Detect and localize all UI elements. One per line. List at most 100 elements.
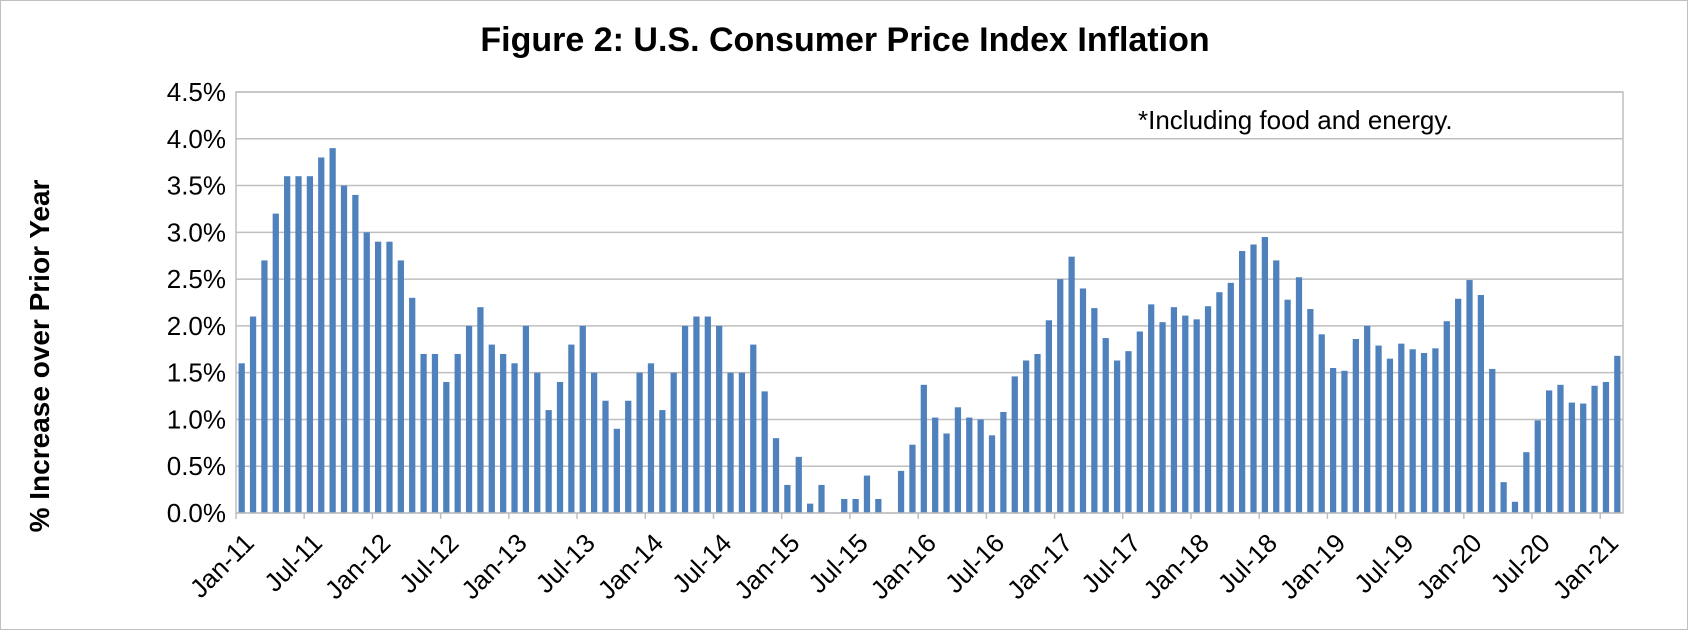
bar bbox=[1011, 376, 1018, 513]
y-axis-ticks: 0.0% 0.5% 1.0% 1.5% 2.0% 2.5% 3.0% 3.5% 4.0% 4.5% bbox=[167, 77, 226, 528]
x-tick-label: Jul-16 bbox=[939, 528, 1010, 599]
x-tick-label: Jan-18 bbox=[1137, 528, 1214, 605]
bar bbox=[329, 148, 336, 513]
y-tick-label: 3.5% bbox=[167, 171, 226, 201]
bar bbox=[761, 391, 768, 513]
bar bbox=[568, 344, 575, 513]
bar bbox=[1545, 390, 1553, 513]
y-tick-label: 0.5% bbox=[167, 451, 226, 481]
x-tick-label: Jan-15 bbox=[728, 528, 805, 605]
bar bbox=[727, 372, 734, 513]
bar bbox=[1455, 298, 1462, 513]
bar bbox=[1466, 280, 1473, 513]
bar bbox=[272, 213, 279, 513]
bar bbox=[1193, 319, 1200, 513]
y-axis-label: % Increase over Prior Year bbox=[24, 179, 55, 532]
bar bbox=[1443, 321, 1450, 513]
x-tick-label: Jul-15 bbox=[802, 528, 873, 599]
bar bbox=[966, 417, 973, 513]
bar bbox=[1091, 308, 1098, 513]
x-tick-label: Jul-11 bbox=[258, 528, 328, 598]
bar bbox=[1000, 411, 1007, 513]
bar-series bbox=[238, 148, 1621, 514]
bar bbox=[318, 157, 325, 514]
bar bbox=[1148, 304, 1155, 513]
bar bbox=[1432, 348, 1439, 513]
y-tick-label: 2.5% bbox=[167, 264, 226, 294]
x-tick-label: Jul-19 bbox=[1348, 528, 1419, 599]
x-tick-label: Jul-13 bbox=[530, 528, 601, 599]
bar bbox=[1023, 360, 1030, 513]
x-tick-label: Jan-11 bbox=[184, 528, 260, 604]
bar bbox=[443, 382, 450, 513]
bar bbox=[818, 484, 825, 513]
y-tick-label: 3.0% bbox=[167, 217, 226, 247]
bar bbox=[579, 325, 586, 513]
bar bbox=[1568, 402, 1575, 513]
bar bbox=[772, 438, 780, 513]
bar bbox=[1477, 295, 1485, 513]
bar bbox=[1409, 349, 1416, 513]
bar bbox=[943, 433, 950, 513]
bar bbox=[1602, 382, 1610, 513]
bar bbox=[238, 363, 245, 513]
bar bbox=[1329, 367, 1337, 513]
bar bbox=[875, 498, 882, 513]
bar bbox=[522, 325, 530, 513]
bar bbox=[1386, 358, 1394, 513]
bar bbox=[1273, 260, 1280, 513]
bar bbox=[1136, 331, 1143, 513]
bar bbox=[1204, 306, 1212, 513]
bar bbox=[636, 372, 643, 513]
y-tick-label: 2.0% bbox=[167, 311, 226, 341]
bar bbox=[340, 185, 348, 513]
bar bbox=[454, 353, 461, 513]
bar bbox=[465, 325, 473, 513]
bar bbox=[1307, 309, 1314, 513]
bar bbox=[807, 503, 814, 513]
bar bbox=[1341, 370, 1348, 513]
bar bbox=[1113, 360, 1121, 513]
bar bbox=[1057, 279, 1064, 513]
bar bbox=[1182, 315, 1189, 513]
bar bbox=[397, 260, 404, 513]
bar bbox=[1295, 277, 1303, 513]
y-tick-label: 4.0% bbox=[167, 124, 226, 154]
bar bbox=[249, 316, 257, 513]
bar bbox=[1364, 325, 1371, 513]
y-tick-label: 0.0% bbox=[167, 498, 226, 528]
x-tick-label: Jul-20 bbox=[1485, 528, 1556, 599]
bar bbox=[1500, 482, 1507, 513]
bar bbox=[1591, 385, 1598, 513]
bar bbox=[1250, 244, 1257, 513]
bar bbox=[613, 428, 620, 513]
bar bbox=[670, 372, 677, 513]
bar bbox=[511, 363, 518, 513]
bar bbox=[1523, 452, 1530, 513]
bar bbox=[988, 435, 996, 513]
bar bbox=[431, 353, 439, 513]
chart-annotation: *Including food and energy. bbox=[1138, 105, 1453, 135]
bar bbox=[556, 382, 564, 513]
y-tick-label: 1.5% bbox=[167, 358, 226, 388]
bar bbox=[363, 232, 370, 513]
bar bbox=[409, 297, 416, 513]
bar bbox=[261, 260, 268, 513]
bar bbox=[1045, 320, 1052, 513]
bar bbox=[1580, 403, 1587, 513]
plot-area-border bbox=[235, 91, 1624, 514]
bar bbox=[1034, 353, 1041, 513]
bar bbox=[738, 372, 746, 513]
bar bbox=[477, 307, 484, 513]
bar bbox=[352, 194, 359, 513]
bar bbox=[1614, 355, 1621, 513]
x-tick-label: Jan-14 bbox=[592, 528, 669, 605]
bar bbox=[852, 498, 859, 513]
bar bbox=[1170, 307, 1178, 513]
bar bbox=[602, 400, 609, 513]
bar bbox=[295, 176, 302, 513]
bar bbox=[750, 344, 757, 513]
bar bbox=[863, 475, 871, 513]
bar bbox=[306, 176, 314, 513]
